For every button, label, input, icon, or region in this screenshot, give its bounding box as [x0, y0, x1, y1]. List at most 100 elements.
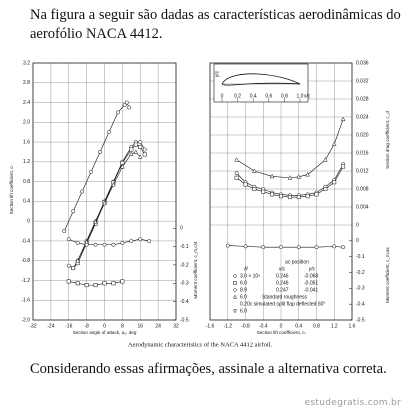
- data-point: [120, 279, 125, 284]
- data-point: [62, 229, 67, 233]
- y2-tick-label: -0.3: [356, 286, 365, 292]
- data-point: [323, 157, 328, 162]
- data-point: [341, 245, 346, 250]
- legend-cell: 0.246: [276, 280, 289, 286]
- x-tick-label: -8: [84, 323, 89, 329]
- data-point: [305, 172, 310, 177]
- y2-tick-label: -0.5: [356, 317, 365, 323]
- y-tick-label: 0.024: [356, 114, 369, 120]
- data-point: [129, 151, 134, 156]
- y2-tick-label: 0: [356, 238, 359, 244]
- x-tick-label: 24: [155, 323, 161, 329]
- series-line: [227, 245, 344, 248]
- data-point: [234, 171, 239, 176]
- data-point: [98, 150, 102, 154]
- data-point: [269, 173, 275, 179]
- data-point: [129, 147, 134, 152]
- y-tick-label: 0.028: [356, 96, 369, 102]
- data-point: [66, 237, 71, 242]
- y2-tick-label: -0.5: [180, 317, 189, 323]
- data-point: [129, 239, 134, 244]
- y-tick-label: 2.0: [23, 120, 30, 126]
- legend-cell: 8.9: [240, 287, 247, 293]
- data-point: [287, 195, 292, 200]
- data-point: [314, 192, 319, 197]
- data-point: [314, 245, 319, 250]
- data-point: [332, 180, 337, 185]
- y2-tick-label: -0.4: [180, 299, 189, 305]
- data-point: [75, 240, 80, 245]
- legend-header: R: [244, 266, 248, 272]
- data-point: [66, 279, 71, 284]
- data-point: [124, 100, 129, 105]
- y-tick-label: 0.8: [23, 179, 30, 185]
- legend-cell: 0.247: [276, 287, 289, 293]
- data-point: [120, 160, 125, 165]
- data-point: [142, 147, 147, 152]
- y2-tick-label: -0.4: [356, 301, 365, 307]
- x-tick-label: 16: [137, 323, 143, 329]
- data-point: [84, 242, 89, 247]
- data-point: [93, 242, 98, 247]
- y-tick-label: 0.032: [356, 78, 369, 84]
- y2-tick-label: -0.2: [180, 262, 189, 268]
- legend-cell: 0.246: [276, 273, 289, 279]
- data-point: [89, 169, 94, 174]
- y-tick-label: 0: [27, 218, 30, 224]
- data-point: [261, 245, 266, 250]
- data-point: [84, 283, 89, 288]
- data-point: [296, 195, 301, 200]
- data-point: [71, 209, 76, 214]
- data-point: [232, 287, 238, 293]
- data-point: [323, 187, 328, 191]
- x-tick-label: -32: [29, 323, 36, 329]
- y-tick-label: 1.6: [23, 139, 30, 145]
- data-point: [340, 116, 346, 122]
- y2-tick-label: 0: [180, 226, 183, 232]
- x-tick-label: -16: [65, 323, 72, 329]
- data-point: [111, 182, 116, 187]
- data-point: [305, 194, 310, 199]
- x-tick-label: -0.8: [241, 323, 250, 329]
- y2-axis-title: Moment coefficient, c_m,ac: [385, 246, 390, 303]
- y-tick-label: 0: [356, 222, 359, 228]
- inset-tick-label: 0: [221, 93, 224, 99]
- data-point: [252, 168, 257, 173]
- data-point: [296, 245, 301, 250]
- inset-tick-label: 1.0: [297, 93, 304, 99]
- y-tick-label: -1.2: [21, 278, 30, 284]
- data-point: [75, 281, 80, 286]
- y-tick-label: 0.008: [356, 186, 369, 192]
- intro-text: Na figura a seguir são dadas as caracter…: [30, 7, 401, 42]
- y-axis-title: Section lift coefficient, cₗ: [9, 165, 14, 214]
- data-point: [93, 219, 98, 224]
- inset-tick-label: 0.4: [250, 93, 257, 99]
- data-point: [71, 266, 76, 271]
- data-point: [111, 242, 116, 247]
- data-point: [243, 182, 248, 187]
- y-tick-label: 0.036: [356, 60, 369, 66]
- data-point: [138, 237, 143, 242]
- data-point: [234, 157, 239, 162]
- data-point: [252, 187, 257, 191]
- data-point: [279, 245, 283, 250]
- data-point: [225, 243, 230, 248]
- data-point: [138, 140, 143, 145]
- data-point: [102, 200, 107, 206]
- x-tick-label: 8: [121, 323, 124, 329]
- legend-title: ac position: [285, 259, 309, 265]
- y-tick-label: 2.4: [23, 100, 30, 106]
- y-tick-label: 0.004: [356, 204, 369, 210]
- y-tick-label: 1.2: [23, 159, 30, 165]
- data-point: [133, 142, 138, 147]
- data-point: [138, 145, 143, 149]
- data-point: [233, 281, 237, 285]
- data-point: [332, 244, 337, 249]
- y-tick-label: 0.020: [356, 132, 369, 138]
- data-point: [243, 244, 248, 249]
- data-point: [120, 240, 125, 245]
- legend-cell: -0.051: [304, 280, 318, 286]
- inset-tick-label: 0.2: [234, 93, 241, 99]
- watermark: estudegratis.com.br: [304, 398, 401, 408]
